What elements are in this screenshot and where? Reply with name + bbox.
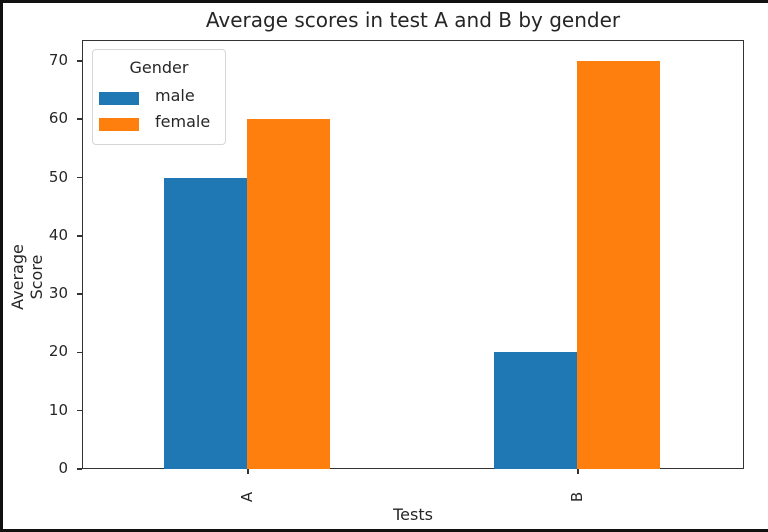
y-tick bbox=[77, 235, 82, 237]
y-tick bbox=[77, 351, 82, 354]
y-tick bbox=[77, 409, 82, 412]
y-tick-label: 40 bbox=[48, 225, 68, 244]
y-tick-label: 60 bbox=[48, 109, 68, 128]
bar-female-a bbox=[247, 119, 330, 469]
legend: Gender male female bbox=[92, 49, 226, 145]
y-tick-label: 30 bbox=[48, 284, 68, 303]
y-tick-label: 0 bbox=[58, 459, 68, 477]
legend-title: Gender bbox=[129, 58, 189, 77]
x-tick-b bbox=[577, 469, 579, 474]
plot-area bbox=[82, 40, 744, 469]
x-tick-label-a: A bbox=[238, 491, 256, 503]
bar-male-b bbox=[494, 352, 577, 469]
y-tick bbox=[77, 60, 82, 62]
bar-female-b bbox=[577, 60, 660, 469]
y-tick bbox=[77, 293, 82, 295]
y-tick bbox=[77, 468, 82, 470]
y-tick-label: 10 bbox=[48, 400, 68, 419]
x-tick-label-b: B bbox=[568, 491, 586, 503]
x-axis-label: Tests bbox=[393, 505, 433, 524]
legend-label-female: female bbox=[155, 112, 211, 131]
legend-label-male: male bbox=[155, 86, 195, 105]
y-axis-label: Average Score bbox=[8, 244, 46, 310]
legend-swatch-male bbox=[99, 92, 139, 105]
bar-male-a bbox=[164, 177, 247, 469]
y-tick-label: 50 bbox=[48, 167, 68, 186]
y-tick bbox=[77, 118, 82, 120]
y-tick-label: 20 bbox=[48, 342, 68, 361]
y-tick-label: 70 bbox=[48, 50, 68, 69]
legend-swatch-female bbox=[99, 118, 139, 131]
y-tick bbox=[77, 176, 82, 179]
chart-title: Average scores in test A and B by gender bbox=[205, 8, 621, 32]
x-tick-a bbox=[247, 469, 249, 474]
